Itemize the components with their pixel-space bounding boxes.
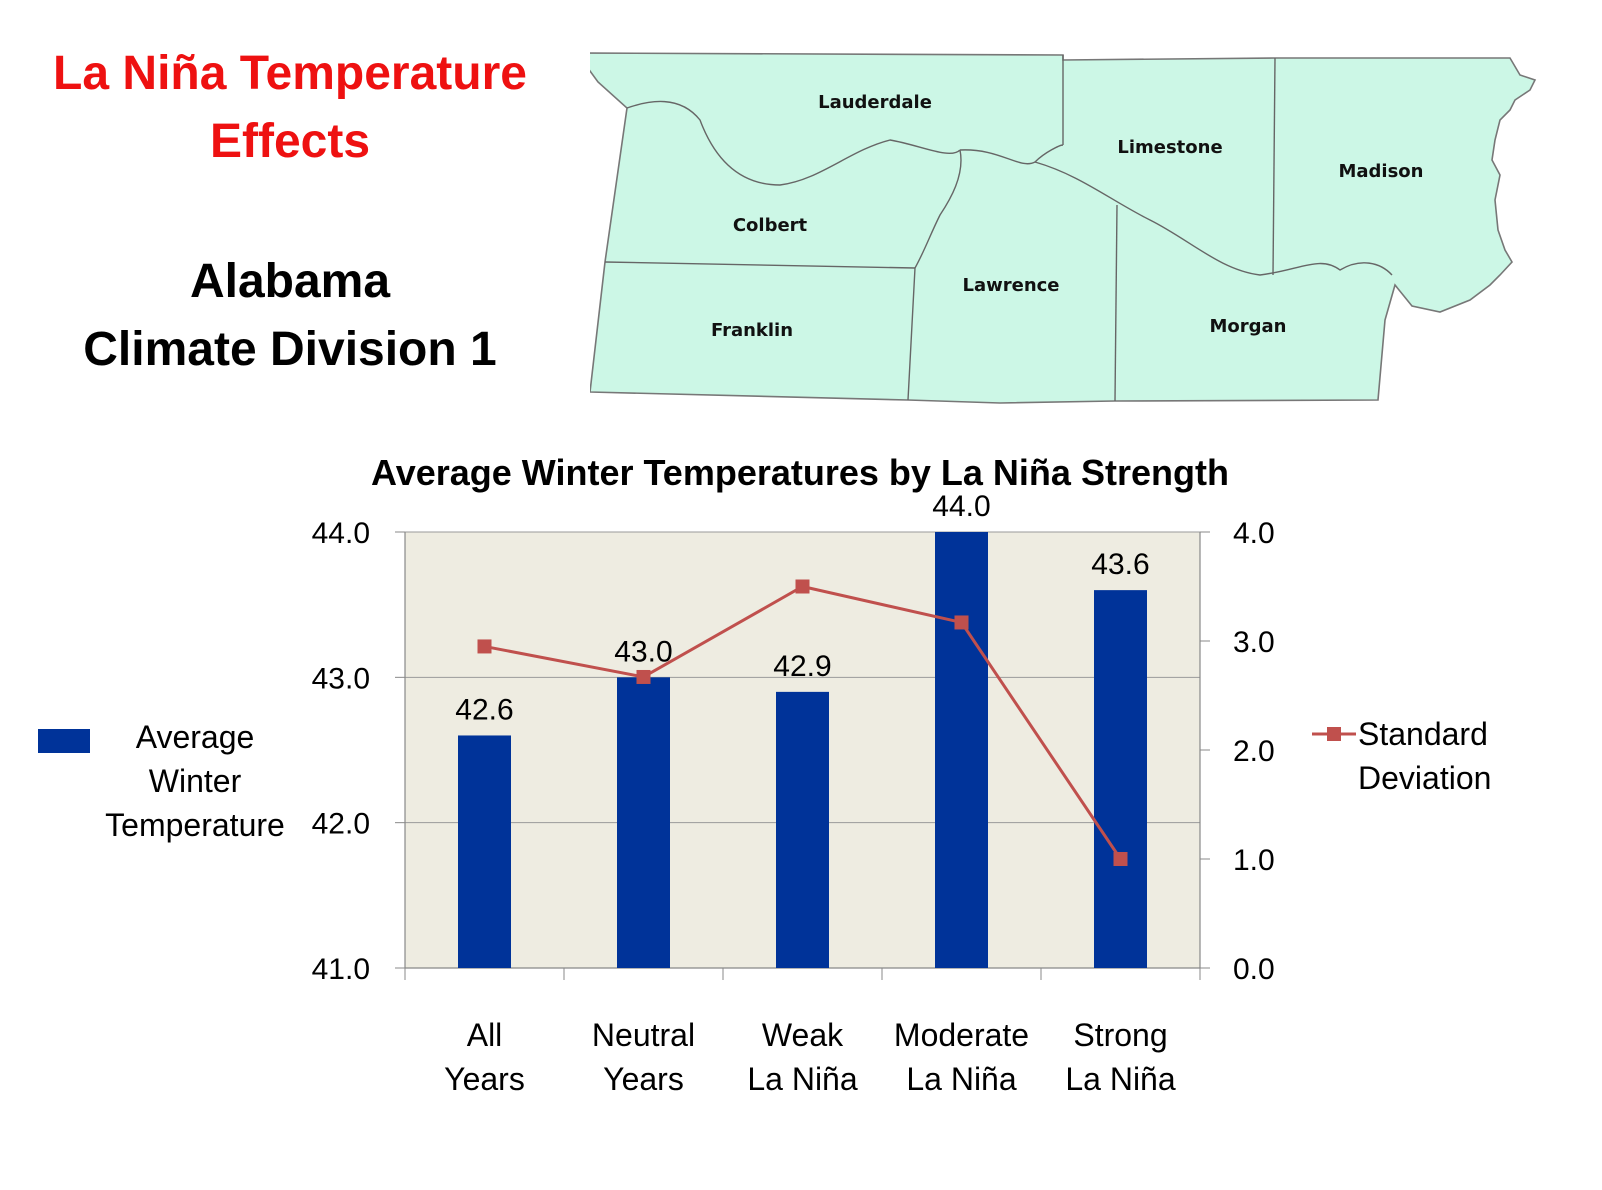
left-axis-tick-label: 42.0: [312, 808, 370, 841]
bar-series: [458, 532, 1147, 968]
std-dev-marker: [477, 639, 492, 654]
legend-bar-label-line: Average: [135, 719, 255, 755]
left-axis-tick-label: 44.0: [312, 517, 370, 550]
category-label: Strong: [1073, 1017, 1167, 1053]
category-label: All: [467, 1017, 503, 1053]
category-labels: All Years Neutral Years Weak La Niña Moderate L…: [444, 1017, 1176, 1097]
bar: [1094, 590, 1147, 968]
bar-data-label: 42.6: [455, 693, 513, 726]
slide-title-line-2: Effects: [209, 115, 371, 168]
std-dev-marker: [636, 669, 651, 684]
category-label: Years: [603, 1061, 684, 1097]
right-axis-tick-label: 2.0: [1233, 735, 1275, 768]
category-label: La Niña: [1065, 1061, 1176, 1097]
std-dev-marker: [795, 579, 810, 594]
legend-bar-label: Average Winter Temperature: [100, 715, 290, 847]
right-axis-labels: 0.0 1.0 2.0 3.0 4.0: [1233, 517, 1275, 986]
bar: [458, 735, 511, 968]
legend-bar-label-line: Temperature: [105, 807, 285, 843]
chart-area: 42.6 43.0 42.9 44.0 43.6 All Years Neutral Year…: [312, 490, 1275, 1097]
legend-bar-swatch: [38, 729, 90, 753]
left-axis-tick-label: 43.0: [312, 662, 370, 695]
legend-bar-label-line: Winter: [148, 763, 242, 799]
bar: [935, 532, 988, 968]
bar-data-label: 42.9: [773, 650, 831, 683]
slide-title: La Niña Temperature Effects: [20, 40, 560, 176]
bar-data-label: 44.0: [932, 490, 990, 523]
right-axis-tick-label: 1.0: [1233, 844, 1275, 877]
region-outline: [590, 52, 1537, 404]
category-label: Years: [444, 1061, 525, 1097]
legend-line-marker: [1312, 727, 1356, 741]
county-label-lauderdale: Lauderdale: [818, 92, 932, 113]
legend-line-label: Standard Deviation: [1358, 712, 1548, 800]
category-label: Weak: [762, 1017, 844, 1053]
legend-line-label-line: Standard: [1358, 716, 1488, 752]
region-heading: Alabama Climate Division 1: [20, 248, 560, 384]
right-axis-tick-label: 0.0: [1233, 953, 1275, 986]
std-dev-marker: [954, 615, 969, 630]
county-label-limestone: Limestone: [1117, 137, 1222, 158]
county-label-franklin: Franklin: [711, 320, 793, 341]
bar-data-label: 43.6: [1091, 548, 1149, 581]
county-label-lawrence: Lawrence: [962, 275, 1059, 296]
right-axis-tick-label: 3.0: [1233, 626, 1275, 659]
std-dev-marker: [1113, 852, 1128, 866]
category-label: La Niña: [906, 1061, 1017, 1097]
slide-title-line-1: La Niña Temperature: [53, 47, 527, 100]
category-label: La Niña: [747, 1061, 858, 1097]
legend-line-label-line: Deviation: [1358, 760, 1492, 796]
county-label-colbert: Colbert: [733, 215, 808, 236]
category-label: Moderate: [894, 1017, 1029, 1053]
bar: [617, 677, 670, 968]
county-label-morgan: Morgan: [1209, 316, 1286, 337]
category-label: Neutral: [592, 1017, 695, 1053]
chart-title: Average Winter Temperatures by La Niña S…: [371, 452, 1229, 493]
data-labels: 42.6 43.0 42.9 44.0 43.6: [455, 490, 1149, 726]
right-axis-tick-label: 4.0: [1233, 517, 1275, 550]
left-axis-tick-label: 41.0: [312, 953, 370, 986]
county-label-madison: Madison: [1338, 161, 1423, 182]
left-axis-labels: 41.0 42.0 43.0 44.0: [312, 517, 370, 986]
bar-data-label: 43.0: [614, 635, 672, 668]
region-heading-line-1: Alabama: [189, 255, 391, 308]
county-map: Lauderdale Limestone Madison Colbert Law…: [590, 52, 1537, 404]
bar: [776, 691, 829, 968]
region-heading-line-2: Climate Division 1: [83, 323, 497, 376]
line-series: [477, 579, 1128, 866]
